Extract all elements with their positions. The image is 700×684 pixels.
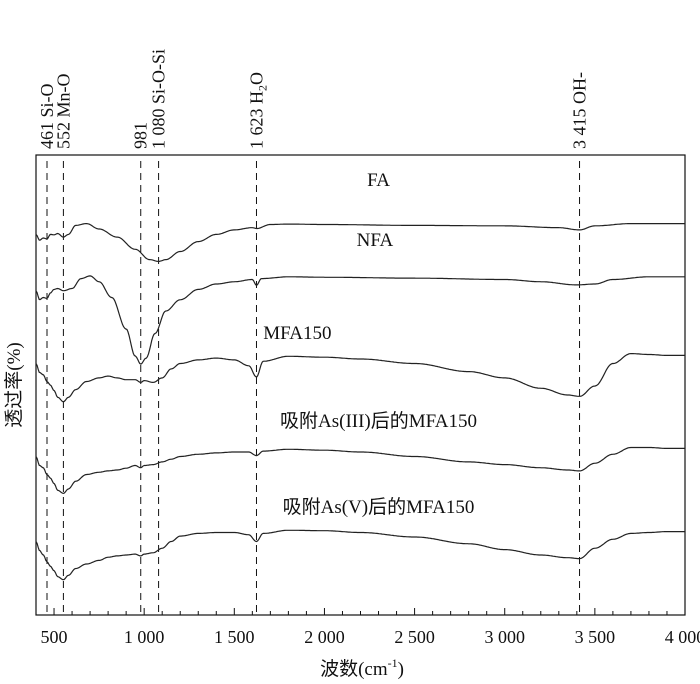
- series-label: FA: [367, 170, 390, 191]
- series-labels: FA NFA MFA150 吸附As(III)后的MFA150 吸附As(V)后的MFA…: [263, 170, 477, 518]
- plot-frame: [35, 154, 686, 616]
- series-label: MFA150: [263, 323, 331, 344]
- series-label: 吸附As(III)后的MFA150: [280, 410, 477, 432]
- x-axis-label: 波数(cm-1): [320, 656, 404, 680]
- peak-annotation-label: 552 Mn-O: [53, 74, 73, 150]
- y-axis-label: 透过率(%): [3, 342, 25, 427]
- peak-annotation-label: 1 623 H2O: [246, 72, 269, 149]
- x-tick-label: 2 500: [394, 627, 435, 647]
- x-tick-label: 2 000: [304, 627, 345, 647]
- peak-annotation-main: 1 623 H: [246, 91, 266, 149]
- spectrum-line: [35, 223, 685, 262]
- x-tick-label: 1 000: [124, 627, 165, 647]
- x-tick-label: 3 000: [484, 627, 525, 647]
- x-tick-label: 500: [41, 627, 68, 647]
- x-axis-ticks: 500 1 000 1 500 2 000 2 500 3 000 3 500 4 000: [41, 608, 700, 647]
- spectrum-line: [35, 353, 685, 403]
- peak-annotation-label: 461 Si-O: [37, 83, 57, 149]
- peak-annotation-label: 3 415 OH-: [570, 72, 590, 149]
- x-tick-label: 1 500: [214, 627, 255, 647]
- spectra-curves: [35, 223, 685, 581]
- series-label: NFA: [357, 230, 394, 251]
- x-tick-label: 3 500: [575, 627, 616, 647]
- spectrum-line: [35, 529, 685, 581]
- series-label: 吸附As(V)后的MFA150: [283, 496, 475, 518]
- x-axis-label-superscript: -1: [388, 656, 398, 670]
- x-axis-label-main: 波数(cm: [320, 658, 388, 680]
- spectrum-line: [35, 446, 685, 494]
- peak-annotation-label: 981: [131, 122, 151, 149]
- peak-guide-lines: [46, 161, 581, 615]
- x-axis-label-tail: ): [398, 659, 404, 680]
- peak-annotation-tail: O: [246, 72, 266, 85]
- spectrum-line: [35, 275, 685, 365]
- peak-annotation-label: 1 080 Si-O-Si: [149, 49, 169, 149]
- x-tick-label: 4 000: [665, 627, 700, 647]
- peak-annotation-subscript: 2: [255, 85, 269, 91]
